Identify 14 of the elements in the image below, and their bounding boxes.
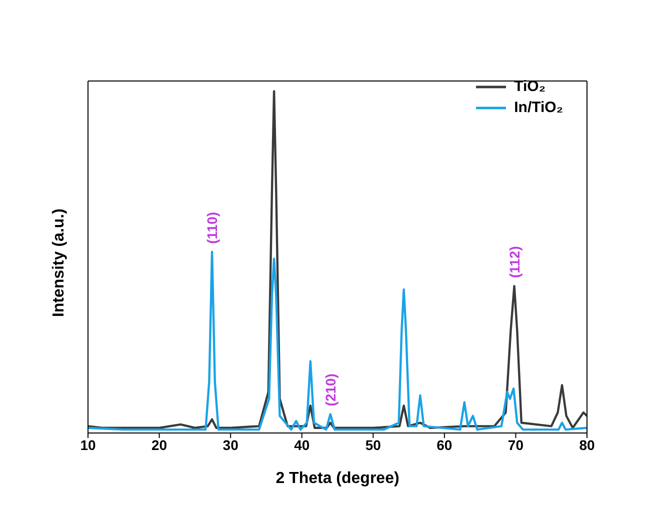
annotation: (210) xyxy=(322,374,338,406)
x-tick-label: 10 xyxy=(80,436,96,453)
x-tick-label: 50 xyxy=(365,436,382,453)
y-axis-title: Intensity (a.u.) xyxy=(50,208,68,317)
x-axis-title: 2 Theta (degree) xyxy=(276,470,400,487)
legend-label: In/TiO₂ xyxy=(514,99,563,116)
x-tick-label: 80 xyxy=(579,436,595,453)
x-tick-label: 20 xyxy=(151,436,168,453)
x-tick-label: 30 xyxy=(222,436,239,453)
annotation: (110) xyxy=(204,212,220,244)
annotation: (112) xyxy=(506,246,522,278)
x-tick-label: 70 xyxy=(508,436,524,453)
x-tick-label: 60 xyxy=(436,436,452,453)
x-tick-label: 40 xyxy=(294,436,310,453)
